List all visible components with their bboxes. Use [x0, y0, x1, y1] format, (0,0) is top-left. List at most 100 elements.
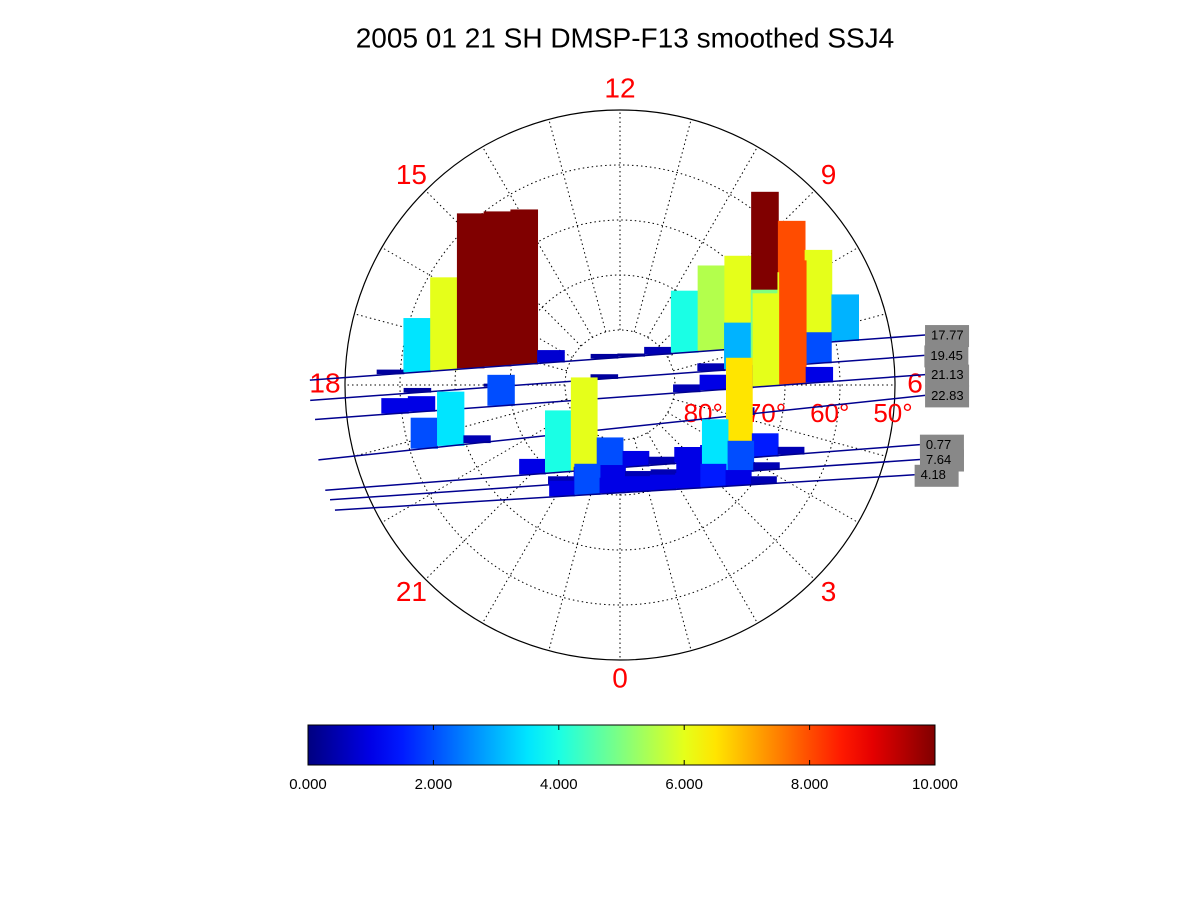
flux-bar — [549, 480, 576, 497]
spoke — [647, 146, 758, 338]
flux-bar — [697, 363, 725, 372]
flux-bar — [456, 213, 485, 369]
mlt-label: 18 — [309, 367, 340, 398]
track — [318, 394, 926, 461]
flux-bar — [510, 209, 539, 365]
mlt-label: 6 — [907, 367, 923, 398]
colorbar-tick-label: 0.000 — [289, 776, 327, 793]
flux-bar — [644, 346, 672, 355]
flux-bar — [699, 374, 727, 391]
spoke — [667, 412, 859, 523]
colorbar-tick-label: 8.000 — [791, 776, 829, 793]
time-label-box — [924, 345, 969, 368]
colorbar-tick-label: 2.000 — [415, 776, 453, 793]
flux-bar — [673, 384, 701, 393]
spoke — [482, 146, 593, 338]
time-label: 22.83 — [931, 388, 964, 403]
flux-bar — [544, 410, 572, 473]
flux-bar — [376, 369, 405, 375]
flux-bar — [751, 433, 779, 457]
spoke — [672, 313, 886, 372]
flux-bar — [753, 462, 780, 471]
flux-bar — [675, 473, 702, 489]
flux-bar — [697, 265, 726, 351]
flux-bar — [519, 458, 546, 475]
spoke — [672, 398, 886, 457]
mlt-label: 12 — [604, 72, 635, 103]
flux-bar — [624, 471, 652, 479]
flux-bar — [750, 476, 777, 485]
time-label: 7.64 — [926, 452, 951, 467]
flux-bar — [574, 463, 601, 495]
flux-bar — [676, 459, 703, 476]
track — [314, 373, 926, 421]
time-label-box — [925, 364, 970, 387]
flux-bar — [407, 396, 436, 412]
flux-bar — [670, 290, 699, 353]
lat-label: 50° — [873, 398, 912, 428]
flux-bar — [804, 332, 832, 364]
spoke — [548, 119, 607, 333]
flux-bar — [804, 249, 833, 343]
flux-bar — [590, 374, 619, 379]
mlt-label: 0 — [612, 662, 628, 693]
spoke — [425, 190, 582, 347]
time-label: 17.77 — [931, 327, 964, 342]
spoke — [633, 119, 692, 333]
pass: 21.13 — [314, 260, 970, 421]
pass: 4.18 — [334, 463, 959, 511]
mlt-label: 21 — [396, 576, 427, 607]
flux-bar — [674, 446, 702, 463]
flux-bar — [831, 294, 860, 341]
flux-bar — [648, 456, 676, 465]
colorbar-tick-label: 6.000 — [665, 776, 703, 793]
flux-bar — [403, 318, 432, 373]
flux-bar — [463, 435, 491, 444]
time-label: 0.77 — [926, 437, 951, 452]
flux-bar — [548, 476, 575, 485]
flux-bar — [649, 474, 677, 491]
flux-bar — [537, 350, 565, 363]
time-label-box — [925, 385, 970, 408]
flux-bar — [752, 293, 781, 387]
mlt-label: 3 — [821, 576, 837, 607]
colorbar-tick-label: 10.000 — [912, 776, 958, 793]
flux-bar — [727, 440, 755, 472]
colorbar-tick-label: 4.000 — [540, 776, 578, 793]
lat-circle — [399, 164, 841, 606]
flux-bar — [596, 437, 624, 469]
flux-bar — [622, 450, 650, 467]
chart-title: 2005 01 21 SH DMSP-F13 smoothed SSJ4 — [356, 22, 895, 53]
track — [310, 354, 925, 402]
flux-bar — [650, 469, 678, 478]
flux-bar — [410, 417, 438, 449]
flux-bar — [570, 377, 598, 471]
flux-bar — [779, 260, 807, 385]
track — [334, 474, 915, 511]
spoke — [354, 398, 568, 457]
spoke — [381, 247, 573, 358]
flux-bar — [725, 470, 752, 486]
time-label: 4.18 — [921, 467, 946, 482]
flux-bar — [381, 398, 409, 414]
flux-bar — [590, 353, 619, 359]
polar-rim — [344, 109, 896, 661]
lat-label: 60° — [810, 398, 849, 428]
flux-bar — [430, 277, 458, 371]
mlt-label: 9 — [821, 159, 837, 190]
flux-bar — [487, 374, 515, 406]
spoke — [381, 412, 573, 523]
flux-bar — [624, 476, 651, 492]
flux-bar — [617, 353, 646, 357]
time-label: 21.13 — [931, 367, 964, 382]
flux-bar — [437, 391, 465, 446]
pass: 17.77 — [309, 191, 970, 381]
time-label-box — [925, 325, 970, 348]
flux-bar — [599, 465, 626, 481]
flux-bar — [599, 477, 626, 494]
mlt-label: 15 — [396, 159, 427, 190]
time-label-box — [914, 464, 959, 487]
flux-bar — [403, 387, 432, 393]
time-label: 19.45 — [930, 348, 963, 363]
